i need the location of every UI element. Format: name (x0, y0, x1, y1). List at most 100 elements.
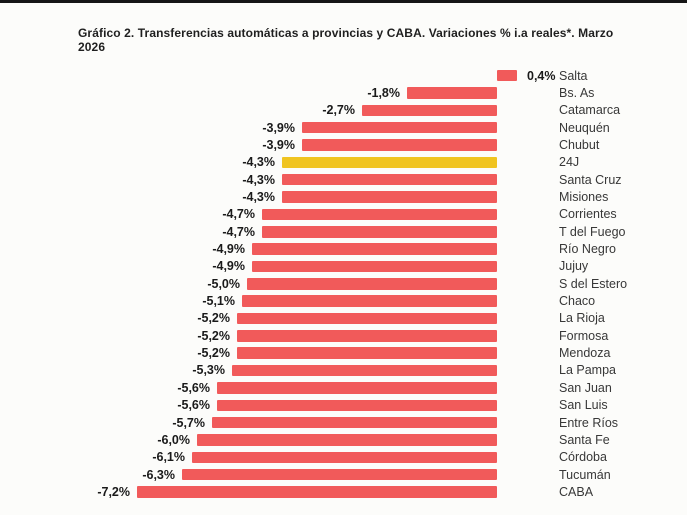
category-label: La Rioja (559, 311, 605, 326)
category-label: Santa Fe (559, 432, 610, 447)
bar (192, 451, 497, 464)
bar (302, 139, 497, 151)
bar-row: -7,2% CABA (0, 483, 687, 500)
bar-row: -5,2% La Rioja (0, 310, 687, 327)
bar-value-label: -4,3% (242, 189, 275, 204)
bar-value-label: -5,2% (197, 328, 230, 343)
category-label: Bs. As (559, 85, 595, 100)
bar-value-label: -6,3% (142, 467, 175, 482)
bar-row: -3,9% Neuquén (0, 119, 687, 136)
bar-value-label: -5,6% (177, 380, 210, 395)
bar-value-label: -3,9% (262, 120, 295, 135)
category-label: Entre Ríos (559, 415, 619, 430)
bar (282, 173, 497, 186)
bar (217, 399, 497, 412)
bar-value-label: -6,1% (152, 450, 185, 465)
bar-row: -5,7% Entre Ríos (0, 414, 687, 431)
bar-row: -6,1% Córdoba (0, 449, 687, 466)
category-label: S del Estero (559, 276, 628, 291)
bar-row: -4,7% T del Fuego (0, 223, 687, 240)
bar-value-label: -5,1% (202, 294, 235, 309)
category-label: Chaco (559, 294, 596, 309)
bar-value-label: -4,7% (222, 207, 255, 222)
category-label: Río Negro (559, 242, 616, 256)
category-label: Córdoba (559, 450, 607, 465)
bar-value-label: -3,9% (262, 137, 295, 152)
bar-row: -5,1% Chaco (0, 293, 687, 310)
bar (217, 382, 497, 394)
category-label: La Pampa (559, 363, 616, 378)
bar-row: -5,0% S del Estero (0, 275, 687, 292)
bar-value-label: -4,3% (242, 155, 275, 170)
bar (247, 278, 497, 290)
bar-row: -4,9% Jujuy (0, 258, 687, 275)
bar-row: -5,2% Mendoza (0, 345, 687, 362)
bar (252, 260, 497, 273)
bar-value-label: -5,3% (192, 363, 225, 378)
bar-row: -5,3% La Pampa (0, 362, 687, 379)
bar-value-label: -6,0% (157, 432, 190, 447)
bar (237, 330, 497, 342)
bar-row: -4,7% Corrientes (0, 206, 687, 223)
bar-row: -2,7% Catamarca (0, 102, 687, 119)
bar-row: -4,3% Santa Cruz (0, 171, 687, 188)
bar-value-label: -4,9% (212, 242, 245, 256)
bar (497, 69, 517, 82)
bar-row: -1,8% Bs. As (0, 84, 687, 101)
category-label: San Juan (559, 380, 612, 395)
bar (237, 347, 497, 359)
bar (242, 295, 497, 307)
category-label: Corrientes (559, 207, 617, 222)
top-border (0, 0, 687, 3)
bar (252, 243, 497, 255)
category-label: Misiones (559, 189, 609, 204)
category-label: Mendoza (559, 346, 611, 361)
bar-row: -5,2% Formosa (0, 327, 687, 344)
bar (182, 468, 497, 481)
bar (282, 191, 497, 203)
category-label: CABA (559, 484, 594, 499)
category-label: T del Fuego (559, 224, 626, 239)
bar-row: -5,6% San Juan (0, 379, 687, 396)
bar-row: -3,9% Chubut (0, 136, 687, 153)
bar-row: 0,4% Salta (0, 67, 687, 84)
bar-value-label: -5,0% (207, 276, 240, 291)
bar-row: -4,3% Misiones (0, 188, 687, 205)
bar (212, 416, 497, 429)
bar-value-label: -5,6% (177, 398, 210, 413)
bar-row: -5,6% San Luis (0, 397, 687, 414)
bar-chart: 0,4% Salta -1,8% Bs. As -2,7% Catamarca -3,9% N… (0, 67, 687, 507)
bar (232, 364, 497, 377)
bar (262, 208, 497, 221)
bar (237, 312, 497, 325)
bar-value-label: -2,7% (322, 103, 355, 118)
bar-value-label: 0,4% (527, 68, 556, 83)
bar (137, 486, 497, 498)
bar-row: -4,9% Río Negro (0, 241, 687, 258)
bar (197, 434, 497, 446)
category-label: Chubut (559, 137, 600, 152)
highlight-bar (282, 156, 497, 169)
bar (302, 121, 497, 134)
category-label: Neuquén (559, 120, 610, 135)
bar (262, 226, 497, 238)
category-label: Jujuy (559, 259, 589, 274)
bar-value-label: -4,3% (242, 172, 275, 187)
bar-value-label: -5,2% (197, 311, 230, 326)
bar-row: -4,3% 24J (0, 154, 687, 171)
chart-title: Gráfico 2. Transferencias automáticas a … (78, 26, 614, 54)
category-label: Salta (559, 68, 588, 83)
bar-value-label: -7,2% (97, 484, 130, 499)
bar-value-label: -4,9% (212, 259, 245, 274)
category-label: Tucumán (559, 467, 611, 482)
category-label: Formosa (559, 328, 609, 343)
category-label: San Luis (559, 398, 608, 413)
bar-value-label: -4,7% (222, 224, 255, 239)
bar-row: -6,0% Santa Fe (0, 431, 687, 448)
bar-value-label: -1,8% (367, 85, 400, 100)
category-label: 24J (559, 155, 580, 170)
bar-value-label: -5,2% (197, 346, 230, 361)
category-label: Catamarca (559, 103, 621, 118)
bar (362, 104, 497, 117)
